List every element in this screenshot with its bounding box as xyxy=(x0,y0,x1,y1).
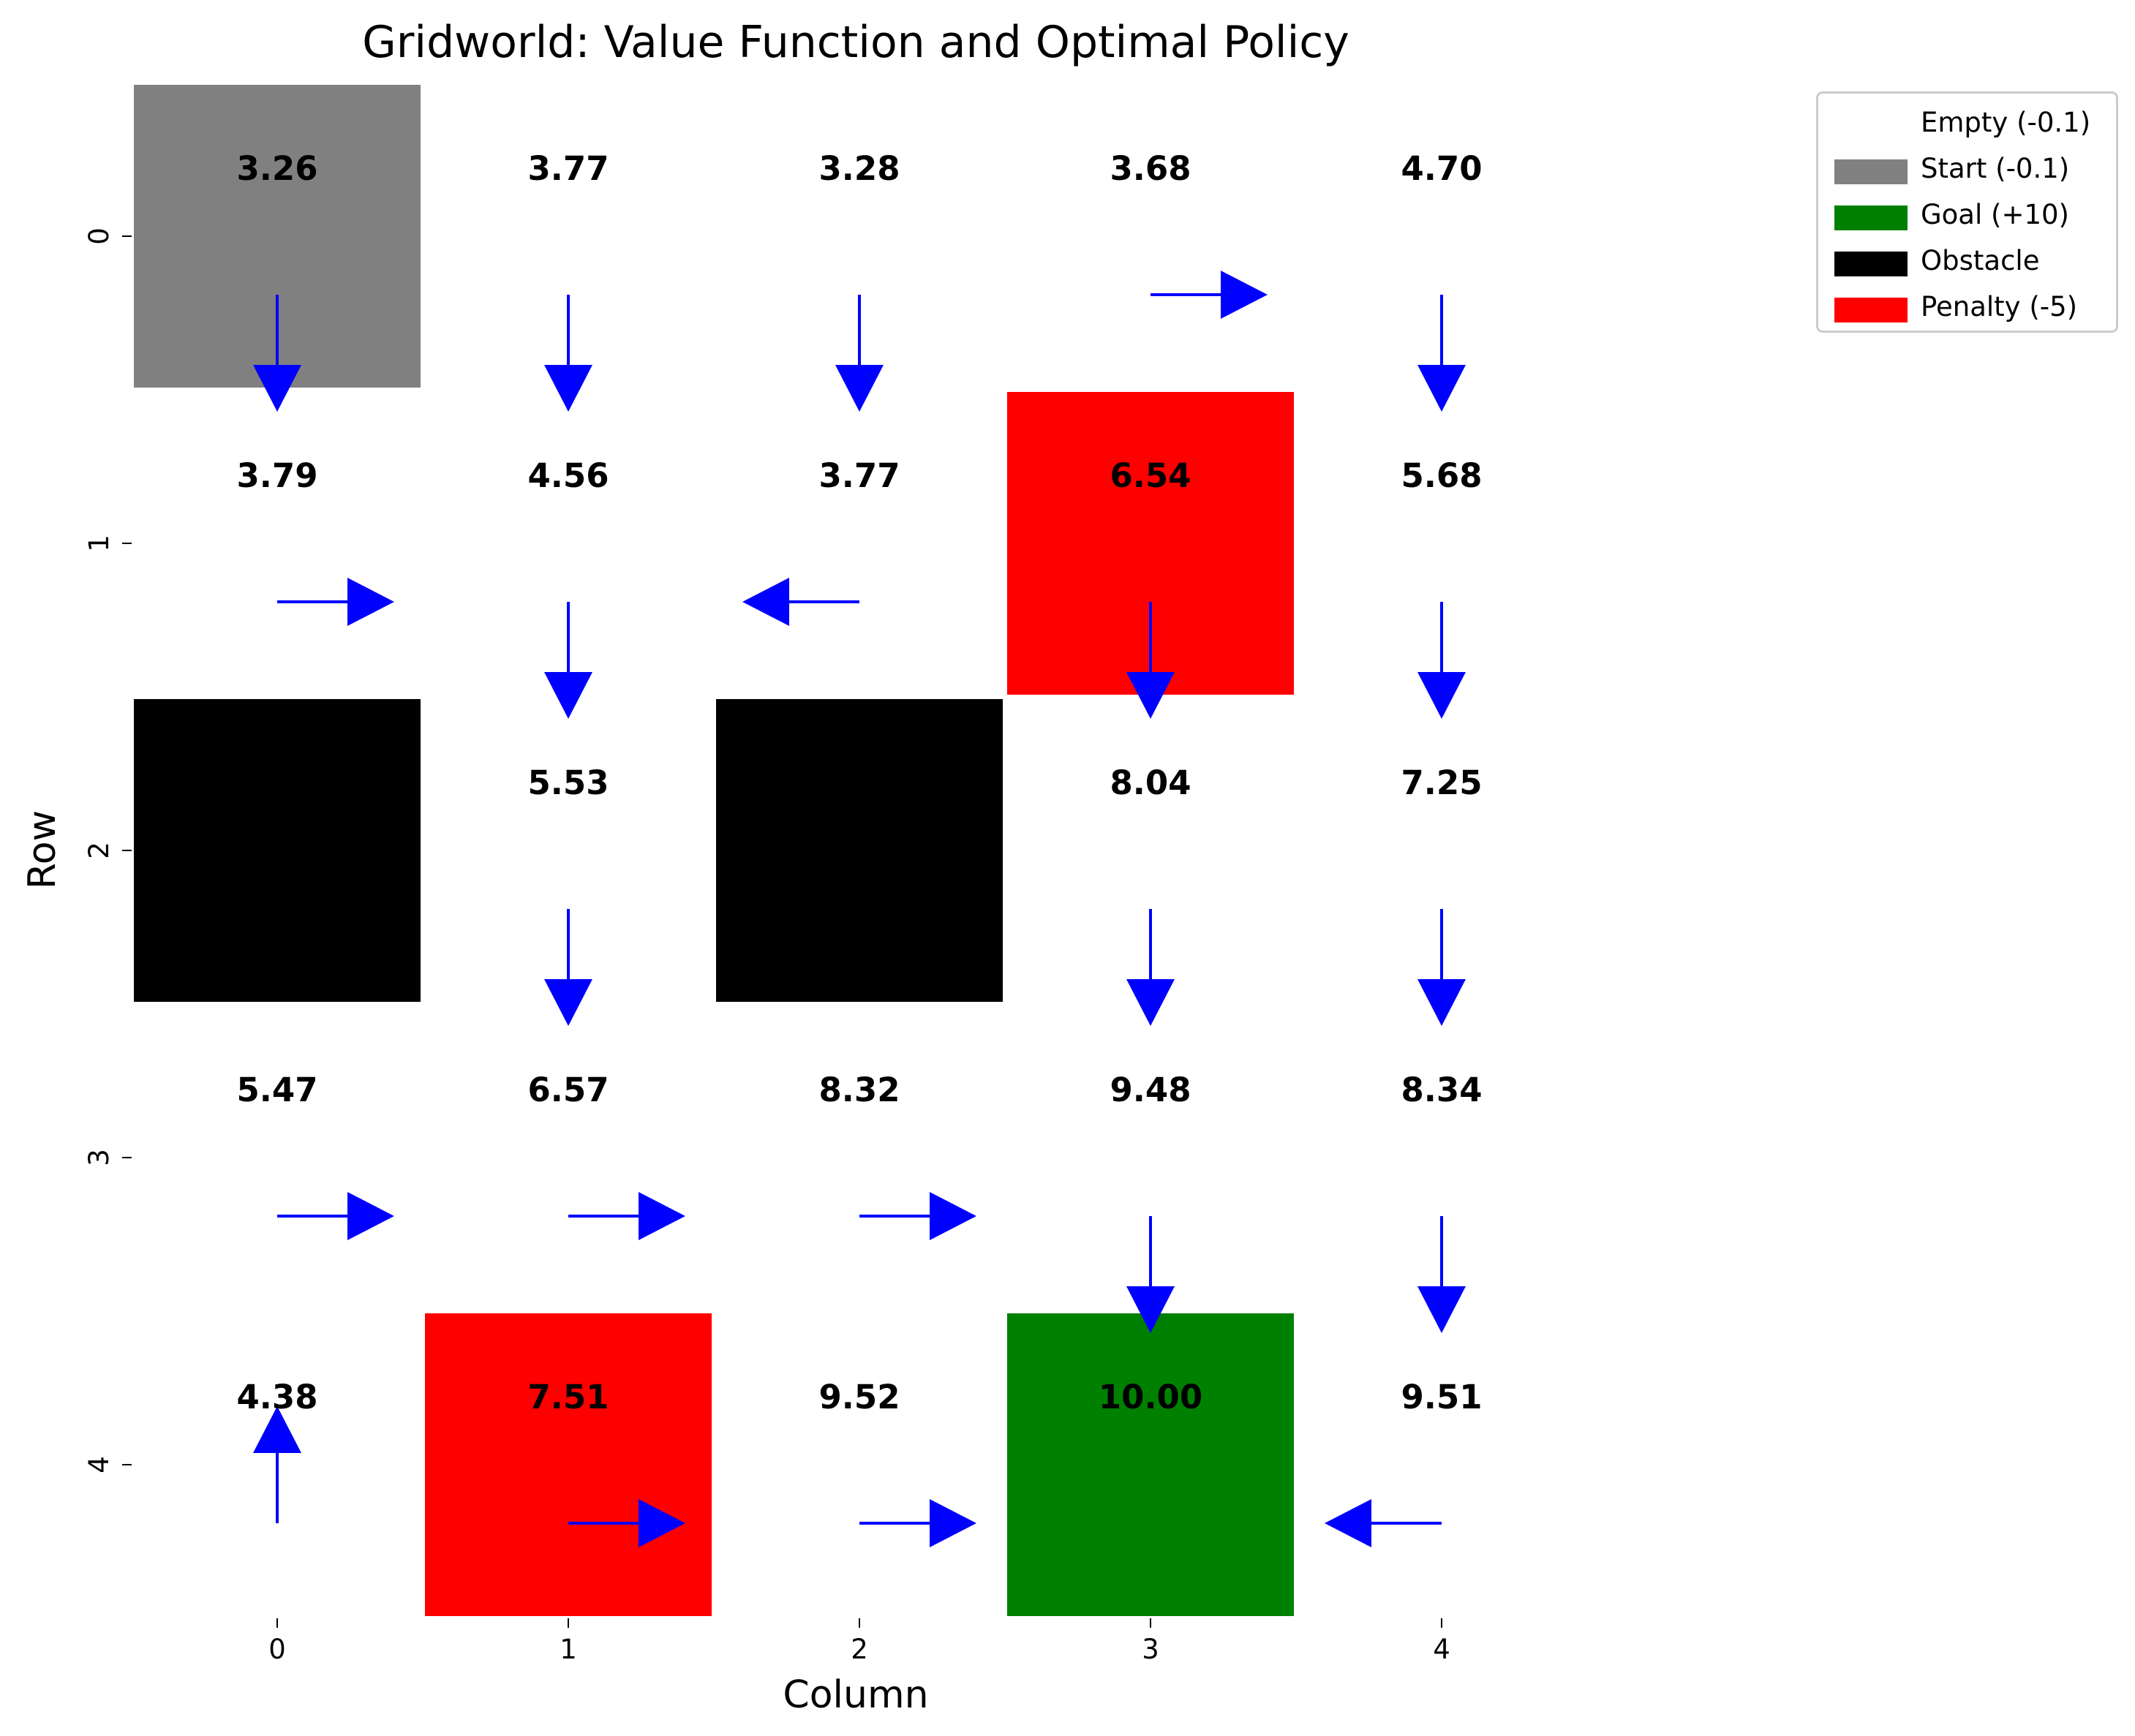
policy-arrow-down-r1-c3 xyxy=(1126,602,1175,719)
y-tick-label-4: 4 xyxy=(83,1456,115,1473)
legend-label: Start (-0.1) xyxy=(1921,153,2070,184)
policy-arrow-right-r1-c0 xyxy=(277,578,394,626)
x-tick-label-4: 4 xyxy=(1433,1634,1450,1665)
value-label-r1-c4: 5.68 xyxy=(1401,456,1482,495)
cell-obstacle-r2-c0 xyxy=(134,699,421,1002)
chart-title: Gridworld: Value Function and Optimal Po… xyxy=(362,17,1349,68)
legend-item: Obstacle xyxy=(1818,241,2116,284)
y-tick-label-0: 0 xyxy=(83,227,115,245)
policy-arrow-right-r3-c1 xyxy=(568,1192,685,1240)
policy-arrow-down-r2-c1 xyxy=(544,909,592,1026)
policy-arrow-right-r3-c0 xyxy=(277,1192,394,1240)
policy-arrow-down-r1-c4 xyxy=(1417,602,1466,719)
legend-item: Start (-0.1) xyxy=(1818,148,2116,192)
axis-ticks: 0 1 2 3 4 0 1 2 3 4 xyxy=(83,227,1450,1665)
cell-obstacle-r2-c2 xyxy=(716,699,1003,1002)
policy-arrow-down-r2-c3 xyxy=(1126,909,1175,1026)
x-tick-label-0: 0 xyxy=(268,1634,286,1665)
grid-cells xyxy=(134,85,1294,1616)
x-axis-label: Column xyxy=(783,1673,928,1717)
value-label-r3-c1: 6.57 xyxy=(527,1071,609,1109)
policy-arrow-down-r3-c3 xyxy=(1126,1216,1175,1333)
legend-label: Empty (-0.1) xyxy=(1921,107,2091,138)
legend-swatch xyxy=(1834,252,1908,276)
value-label-r4-c2: 9.52 xyxy=(818,1378,900,1416)
value-label-r4-c0: 4.38 xyxy=(236,1378,317,1416)
legend: Empty (-0.1) Start (-0.1) Goal (+10) Obstac… xyxy=(1816,91,2118,333)
policy-arrow-right-r3-c2 xyxy=(859,1192,976,1240)
legend-item: Empty (-0.1) xyxy=(1818,102,2116,146)
value-label-r0-c3: 3.68 xyxy=(1110,149,1191,188)
y-tick-label-3: 3 xyxy=(83,1149,115,1166)
value-label-r1-c0: 3.79 xyxy=(236,456,317,495)
value-label-r0-c1: 3.77 xyxy=(527,149,609,188)
legend-item: Goal (+10) xyxy=(1818,195,2116,238)
legend-swatch xyxy=(1834,205,1908,230)
value-label-r1-c3: 6.54 xyxy=(1110,456,1191,495)
policy-arrow-down-r0-c2 xyxy=(835,295,884,412)
value-label-r1-c1: 4.56 xyxy=(527,456,609,495)
legend-swatch xyxy=(1834,113,1908,138)
legend-item: Penalty (-5) xyxy=(1818,287,2116,331)
value-label-r4-c3: 10.00 xyxy=(1099,1378,1202,1416)
policy-arrow-up-r4-c0 xyxy=(253,1406,301,1523)
value-label-r2-c3: 8.04 xyxy=(1110,763,1191,802)
policy-arrow-down-r3-c4 xyxy=(1417,1216,1466,1333)
value-label-r3-c0: 5.47 xyxy=(236,1071,317,1109)
policy-arrow-down-r0-c0 xyxy=(253,295,301,412)
value-label-r0-c2: 3.28 xyxy=(818,149,900,188)
value-label-r3-c4: 8.34 xyxy=(1401,1071,1482,1109)
cell-goal-r4-c3 xyxy=(1007,1313,1294,1616)
value-label-r3-c2: 8.32 xyxy=(818,1071,900,1109)
legend-label: Obstacle xyxy=(1921,245,2040,276)
policy-arrow-right-r4-c2 xyxy=(859,1499,976,1547)
value-labels: 3.26 3.77 3.28 3.68 4.70 3.79 4.56 3.77 6.54 5.68… xyxy=(236,149,1482,1416)
y-tick-label-1: 1 xyxy=(83,535,115,552)
policy-arrow-down-r2-c4 xyxy=(1417,909,1466,1026)
x-tick-label-2: 2 xyxy=(851,1634,868,1665)
y-tick-label-2: 2 xyxy=(83,842,115,859)
value-label-r1-c2: 3.77 xyxy=(818,456,900,495)
value-label-r4-c1: 7.51 xyxy=(527,1378,609,1416)
value-label-r0-c4: 4.70 xyxy=(1401,149,1482,188)
value-label-r2-c4: 7.25 xyxy=(1401,763,1482,802)
legend-swatch xyxy=(1834,159,1908,184)
legend-label: Penalty (-5) xyxy=(1921,291,2078,322)
x-tick-label-3: 3 xyxy=(1142,1634,1159,1665)
policy-arrow-left-r4-c4 xyxy=(1325,1499,1442,1547)
policy-arrow-right-r4-c1 xyxy=(568,1499,685,1547)
policy-arrows xyxy=(253,271,1466,1547)
value-label-r2-c1: 5.53 xyxy=(527,763,609,802)
legend-swatch xyxy=(1834,298,1908,322)
value-label-r4-c4: 9.51 xyxy=(1401,1378,1482,1416)
value-label-r0-c0: 3.26 xyxy=(236,149,317,188)
y-axis-label: Row xyxy=(20,810,64,889)
policy-arrow-left-r1-c2 xyxy=(742,578,859,626)
policy-arrow-right-r0-c3 xyxy=(1151,271,1268,319)
x-tick-label-1: 1 xyxy=(560,1634,577,1665)
value-label-r3-c3: 9.48 xyxy=(1110,1071,1191,1109)
legend-label: Goal (+10) xyxy=(1921,199,2069,230)
cell-penalty-r4-c1 xyxy=(425,1313,712,1616)
policy-arrow-down-r0-c1 xyxy=(544,295,592,412)
policy-arrow-down-r0-c4 xyxy=(1417,295,1466,412)
policy-arrow-down-r1-c1 xyxy=(544,602,592,719)
